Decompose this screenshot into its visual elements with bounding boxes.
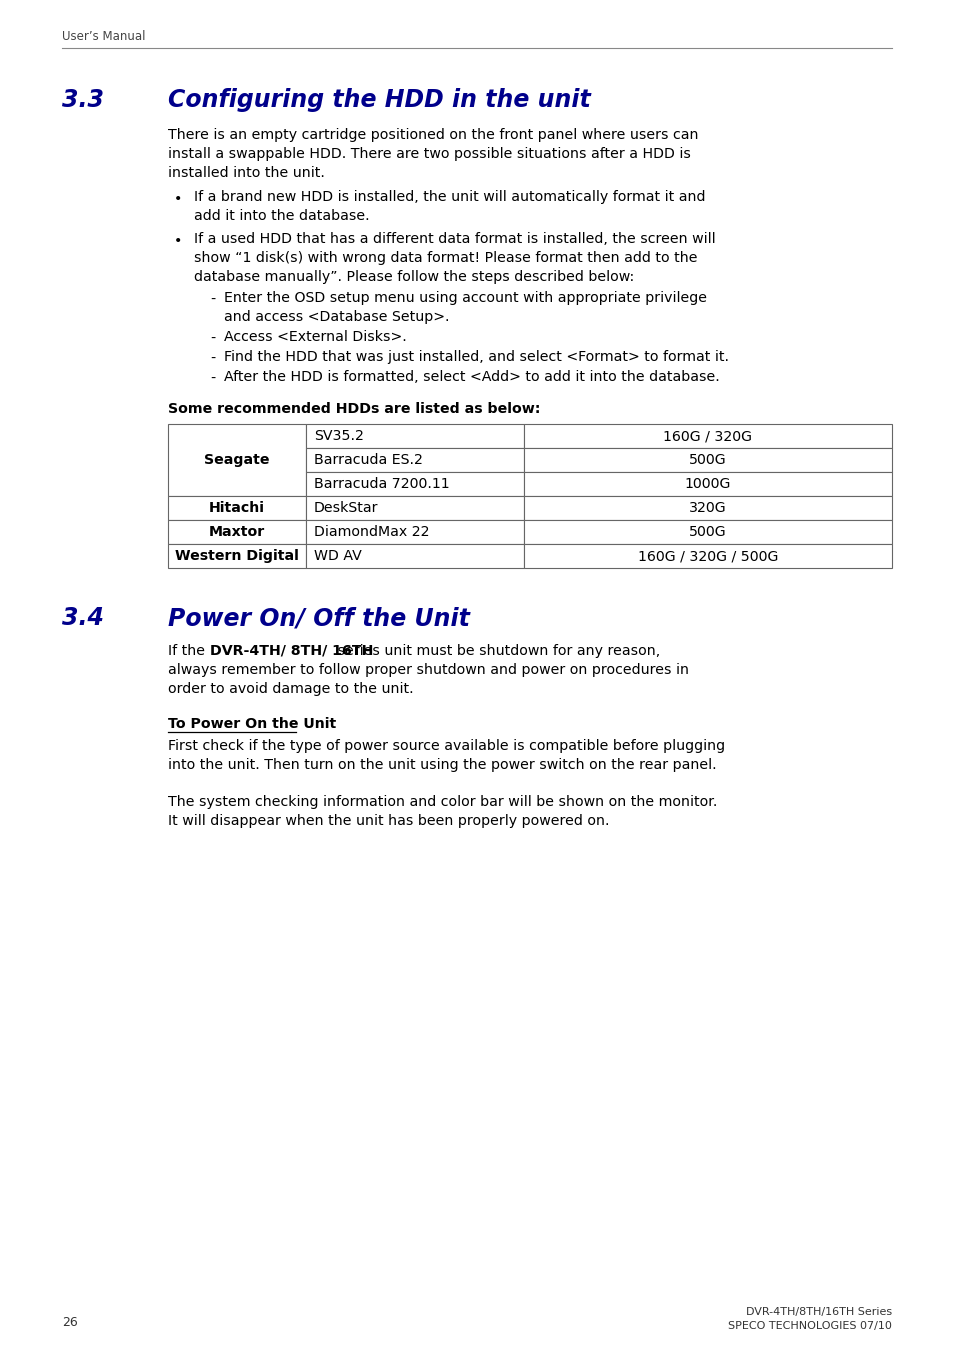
Text: •: • <box>173 234 182 248</box>
Text: Hitachi: Hitachi <box>209 501 265 514</box>
Text: Maxtor: Maxtor <box>209 525 265 539</box>
Text: WD AV: WD AV <box>314 549 361 563</box>
Text: and access <Database Setup>.: and access <Database Setup>. <box>224 310 449 324</box>
Text: -: - <box>210 373 215 386</box>
Text: -: - <box>210 332 215 346</box>
Bar <box>306 544 523 568</box>
Bar <box>306 495 523 520</box>
Bar <box>306 520 523 544</box>
Text: 500G: 500G <box>688 454 726 467</box>
Text: To Power On the Unit: To Power On the Unit <box>168 717 335 730</box>
Text: 320G: 320G <box>688 501 726 514</box>
Text: DiamondMax 22: DiamondMax 22 <box>314 525 429 539</box>
Text: SV35.2: SV35.2 <box>314 429 363 443</box>
Bar <box>168 424 306 495</box>
Text: Enter the OSD setup menu using account with appropriate privilege: Enter the OSD setup menu using account w… <box>224 292 706 305</box>
Text: Barracuda ES.2: Barracuda ES.2 <box>314 454 422 467</box>
Text: installed into the unit.: installed into the unit. <box>168 166 325 180</box>
Text: The system checking information and color bar will be shown on the monitor.: The system checking information and colo… <box>168 795 717 809</box>
Bar <box>523 424 891 448</box>
Text: database manually”. Please follow the steps described below:: database manually”. Please follow the st… <box>193 270 634 284</box>
Text: show “1 disk(s) with wrong data format! Please format then add to the: show “1 disk(s) with wrong data format! … <box>193 251 697 265</box>
Text: DeskStar: DeskStar <box>314 501 378 514</box>
Text: Seagate: Seagate <box>204 454 270 467</box>
Text: into the unit. Then turn on the unit using the power switch on the rear panel.: into the unit. Then turn on the unit usi… <box>168 757 716 772</box>
Text: User’s Manual: User’s Manual <box>62 30 146 42</box>
Text: Western Digital: Western Digital <box>175 549 298 563</box>
Bar <box>168 520 306 544</box>
Text: 26: 26 <box>62 1315 77 1328</box>
Text: SPECO TECHNOLOGIES 07/10: SPECO TECHNOLOGIES 07/10 <box>727 1322 891 1331</box>
Text: Find the HDD that was just installed, and select <Format> to format it.: Find the HDD that was just installed, an… <box>224 350 728 365</box>
Text: 3.3: 3.3 <box>62 88 104 112</box>
Bar <box>306 448 523 472</box>
Text: It will disappear when the unit has been properly powered on.: It will disappear when the unit has been… <box>168 814 609 828</box>
Bar <box>523 495 891 520</box>
Bar <box>523 520 891 544</box>
Bar <box>168 495 306 520</box>
Text: install a swappable HDD. There are two possible situations after a HDD is: install a swappable HDD. There are two p… <box>168 147 690 161</box>
Text: Power On/ Off the Unit: Power On/ Off the Unit <box>168 606 470 630</box>
Bar <box>523 544 891 568</box>
Bar <box>306 424 523 448</box>
Text: DVR-4TH/ 8TH/ 16TH: DVR-4TH/ 8TH/ 16TH <box>210 644 374 657</box>
Text: 160G / 320G / 500G: 160G / 320G / 500G <box>638 549 778 563</box>
Text: Configuring the HDD in the unit: Configuring the HDD in the unit <box>168 88 590 112</box>
Text: series unit must be shutdown for any reason,: series unit must be shutdown for any rea… <box>333 644 659 657</box>
Text: 160G / 320G: 160G / 320G <box>662 429 752 443</box>
Bar <box>523 448 891 472</box>
Text: First check if the type of power source available is compatible before plugging: First check if the type of power source … <box>168 738 724 753</box>
Text: order to avoid damage to the unit.: order to avoid damage to the unit. <box>168 682 414 697</box>
Text: 1000G: 1000G <box>684 477 730 491</box>
Text: DVR-4TH/8TH/16TH Series: DVR-4TH/8TH/16TH Series <box>745 1307 891 1318</box>
Text: After the HDD is formatted, select <Add> to add it into the database.: After the HDD is formatted, select <Add>… <box>224 370 719 383</box>
Text: 500G: 500G <box>688 525 726 539</box>
Text: If a brand new HDD is installed, the unit will automatically format it and: If a brand new HDD is installed, the uni… <box>193 190 705 204</box>
Text: always remember to follow proper shutdown and power on procedures in: always remember to follow proper shutdow… <box>168 663 688 676</box>
Text: •: • <box>173 192 182 207</box>
Text: 3.4: 3.4 <box>62 606 104 630</box>
Text: -: - <box>210 293 215 306</box>
Bar <box>306 472 523 495</box>
Text: Some recommended HDDs are listed as below:: Some recommended HDDs are listed as belo… <box>168 402 540 416</box>
Bar <box>523 472 891 495</box>
Text: Barracuda 7200.11: Barracuda 7200.11 <box>314 477 449 491</box>
Bar <box>168 544 306 568</box>
Text: -: - <box>210 352 215 366</box>
Text: There is an empty cartridge positioned on the front panel where users can: There is an empty cartridge positioned o… <box>168 128 698 142</box>
Text: add it into the database.: add it into the database. <box>193 209 369 223</box>
Text: If a used HDD that has a different data format is installed, the screen will: If a used HDD that has a different data … <box>193 232 715 246</box>
Text: If the: If the <box>168 644 210 657</box>
Text: Access <External Disks>.: Access <External Disks>. <box>224 329 406 344</box>
